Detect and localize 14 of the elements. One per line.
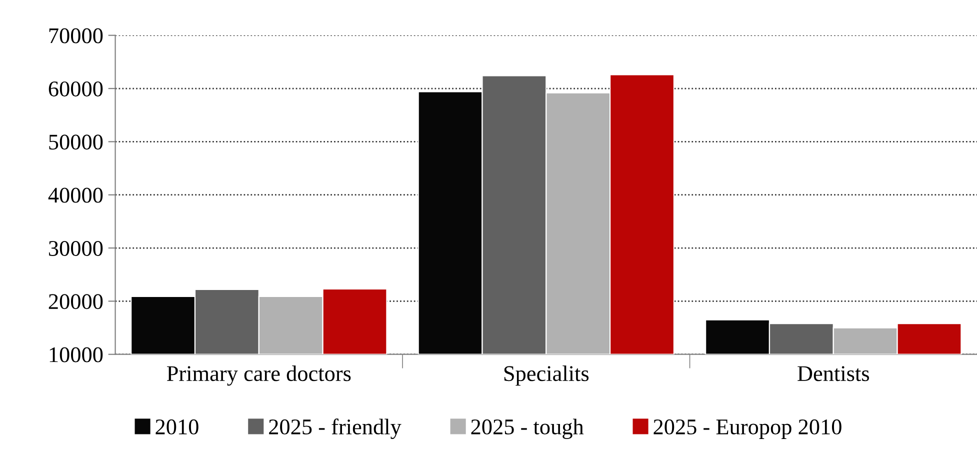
y-tick-label: 40000 — [48, 188, 103, 203]
legend-label: 2025 - Europop 2010 — [654, 419, 842, 439]
x-tick-label: Specialits — [504, 365, 589, 386]
legend-label: 2010 — [156, 419, 198, 434]
legend-label: 2025 - friendly — [269, 418, 402, 439]
x-tick-label: Dentists — [798, 366, 869, 382]
x-tick-label: Primary care doctors — [166, 365, 351, 386]
y-tick-label: 20000 — [48, 294, 103, 310]
y-tick-label: 30000 — [48, 240, 103, 256]
legend-label: 2025 - tough — [471, 418, 584, 439]
y-tick-label: 50000 — [49, 134, 103, 150]
y-tick-label: 10000 — [50, 347, 103, 362]
y-tick-label: 70000 — [49, 28, 103, 44]
y-tick-label: 60000 — [48, 81, 103, 96]
